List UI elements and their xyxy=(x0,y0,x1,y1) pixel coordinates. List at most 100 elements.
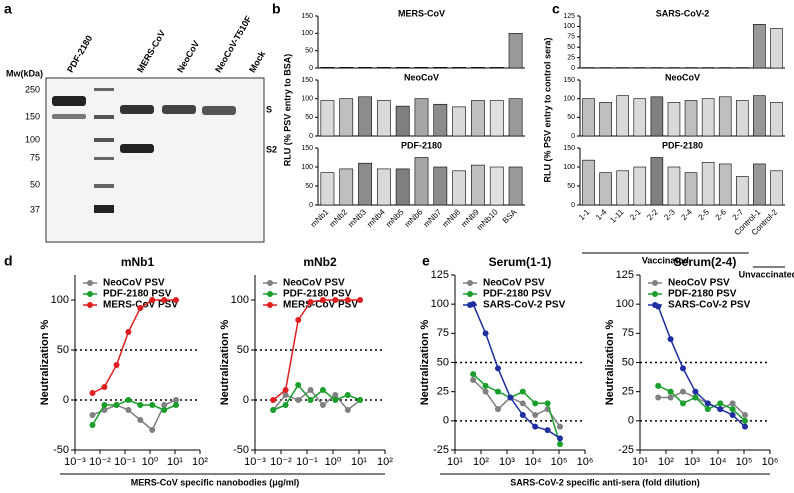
data-point xyxy=(295,382,302,388)
data-point xyxy=(742,417,749,424)
x-tick-label: mNb8 xyxy=(441,207,463,229)
data-point xyxy=(137,305,144,311)
data-point xyxy=(332,297,339,303)
data-point xyxy=(507,394,514,401)
chart-title: mNb1 xyxy=(121,255,155,269)
data-point xyxy=(532,423,539,430)
data-point xyxy=(655,394,662,401)
band-label: S2 xyxy=(266,144,277,154)
y-tick-label: 0 xyxy=(309,133,313,140)
legend-label: NeoCoV PSV xyxy=(103,278,165,289)
y-tick-label: 50 xyxy=(305,183,313,190)
y-tick-label: 75 xyxy=(567,34,575,41)
x-tick-label: mNb4 xyxy=(365,207,387,229)
data-point xyxy=(344,407,351,413)
bar xyxy=(718,163,732,206)
data-point xyxy=(270,397,277,403)
legend-label: SARS-CoV-2 PSV xyxy=(483,300,566,311)
bar xyxy=(433,166,448,206)
data-point xyxy=(89,390,96,396)
data-point xyxy=(655,382,662,389)
y-tick-label: 150 xyxy=(563,77,575,84)
lane-label: NeoCoV-T510F xyxy=(213,14,254,74)
chart-title: PDF-2180 xyxy=(401,140,442,150)
y-tick-label: 0 xyxy=(243,394,249,406)
x-tick-label: 10⁻³ xyxy=(244,456,266,468)
y-tick-label: 0 xyxy=(443,415,449,427)
y-tick-label: 0 xyxy=(571,65,575,72)
bar xyxy=(684,100,698,137)
bar xyxy=(650,157,664,206)
x-tick-label: 1-4 xyxy=(594,207,609,222)
data-point xyxy=(470,377,477,383)
bar xyxy=(633,98,647,137)
y-tick-label: 50 xyxy=(567,114,575,121)
bar xyxy=(667,166,681,206)
bar xyxy=(452,67,467,69)
bar xyxy=(358,96,372,137)
data-point xyxy=(519,388,526,395)
data-point xyxy=(519,412,526,418)
data-point xyxy=(113,402,120,408)
data-point xyxy=(125,329,132,335)
y-tick-label: 100 xyxy=(563,23,575,30)
y-tick-label: 50 xyxy=(567,183,575,190)
x-tick-label: 10⁴ xyxy=(710,456,727,468)
data-point xyxy=(161,407,168,413)
bar xyxy=(414,98,429,137)
x-tick-label: mNb2 xyxy=(328,207,350,229)
data-point xyxy=(470,371,477,378)
x-tick-label: 10¹ xyxy=(632,456,648,468)
data-point xyxy=(125,397,132,403)
bar xyxy=(684,172,698,206)
y-tick-label: 100 xyxy=(563,164,575,171)
bar xyxy=(770,28,783,69)
y-tick-label: 100 xyxy=(231,294,249,306)
bar xyxy=(339,67,354,69)
panel-label: e xyxy=(422,253,430,269)
y-tick-label: 100 xyxy=(51,294,69,306)
bar xyxy=(508,33,523,69)
bar xyxy=(471,164,485,206)
y-tick-label: 150 xyxy=(563,145,575,152)
legend-marker xyxy=(652,280,658,286)
y-tick-label: 125 xyxy=(616,269,634,281)
x-tick-label: 10² xyxy=(192,456,208,468)
bar xyxy=(770,170,783,206)
x-tick-label: 2-5 xyxy=(696,207,711,222)
x-tick-label: 10⁻¹ xyxy=(114,456,136,468)
legend-label: PDF-2180 PSV xyxy=(668,289,737,300)
data-point xyxy=(307,397,314,403)
legend-label: NeoCoV PSV xyxy=(283,278,345,289)
bar xyxy=(582,98,595,137)
chart-title: SARS-CoV-2 xyxy=(656,8,710,18)
x-tick-label: 10⁶ xyxy=(577,456,594,468)
data-point xyxy=(742,412,749,418)
data-point xyxy=(717,400,724,407)
bar xyxy=(320,172,335,206)
bar xyxy=(358,162,372,206)
legend-label: NeoCoV PSV xyxy=(668,278,730,289)
bar xyxy=(395,168,410,206)
x-tick-label: 10¹ xyxy=(167,456,183,468)
x-tick-label: 10⁻² xyxy=(89,456,111,468)
panel-label: d xyxy=(4,253,13,269)
chart-title: mNb2 xyxy=(303,255,337,269)
x-tick-label: 10² xyxy=(377,456,393,468)
bar xyxy=(376,100,391,137)
bar xyxy=(736,100,749,137)
data-point xyxy=(282,387,289,393)
legend-marker xyxy=(467,280,473,286)
marker-label: 100 xyxy=(25,134,40,144)
data-point xyxy=(482,330,489,337)
x-tick-label: mNb1 xyxy=(309,207,331,229)
y-tick-label: 100 xyxy=(616,298,634,310)
x-tick-label: 10⁻¹ xyxy=(296,456,318,468)
data-point xyxy=(532,412,539,418)
bar xyxy=(489,67,504,69)
bar xyxy=(414,67,429,69)
bar xyxy=(433,67,448,69)
legend-label: PDF-2180 PSV xyxy=(483,289,552,300)
x-tick-label: 10¹ xyxy=(447,456,463,468)
data-point xyxy=(655,303,662,310)
